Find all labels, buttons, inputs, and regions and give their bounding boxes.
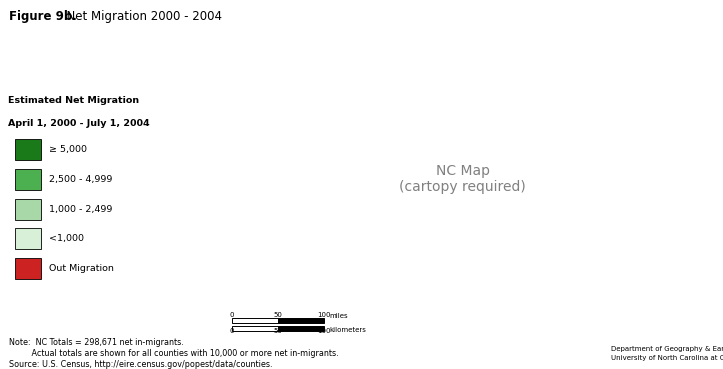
Bar <box>15 199 40 220</box>
Text: Actual totals are shown for all counties with 10,000 or more net in-migrants.: Actual totals are shown for all counties… <box>9 349 338 358</box>
Text: 50: 50 <box>273 312 282 318</box>
Text: Note:  NC Totals = 298,671 net in-migrants.: Note: NC Totals = 298,671 net in-migrant… <box>9 338 184 346</box>
Bar <box>15 228 40 249</box>
Bar <box>15 139 40 160</box>
Bar <box>231 326 278 331</box>
Text: Department of Geography & Earth Science: Department of Geography & Earth Science <box>611 346 723 352</box>
Bar <box>278 326 324 331</box>
Text: miles: miles <box>329 313 348 319</box>
Text: kilometers: kilometers <box>329 327 366 333</box>
Text: 2,500 - 4,999: 2,500 - 4,999 <box>48 175 112 184</box>
Bar <box>278 318 324 323</box>
Text: 50: 50 <box>273 328 282 334</box>
Bar <box>15 258 40 279</box>
Text: Source: U.S. Census, http://eire.census.gov/popest/data/counties.: Source: U.S. Census, http://eire.census.… <box>9 360 272 369</box>
Text: Out Migration: Out Migration <box>48 264 114 273</box>
Text: 0: 0 <box>229 312 234 318</box>
Text: University of North Carolina at Charlotte: University of North Carolina at Charlott… <box>611 355 723 361</box>
Text: 1,000 - 2,499: 1,000 - 2,499 <box>48 205 112 214</box>
Bar <box>15 169 40 190</box>
Text: NC Map
(cartopy required): NC Map (cartopy required) <box>399 164 526 194</box>
Text: 100: 100 <box>317 328 330 334</box>
Text: Figure 9b.: Figure 9b. <box>9 10 77 23</box>
Text: Estimated Net Migration: Estimated Net Migration <box>7 96 139 105</box>
Text: April 1, 2000 - July 1, 2004: April 1, 2000 - July 1, 2004 <box>7 119 149 128</box>
Text: <1,000: <1,000 <box>48 234 84 244</box>
Text: 0: 0 <box>229 328 234 334</box>
Text: Net Migration 2000 - 2004: Net Migration 2000 - 2004 <box>59 10 222 23</box>
Bar <box>231 318 278 323</box>
Text: ≥ 5,000: ≥ 5,000 <box>48 145 87 154</box>
Text: 100: 100 <box>317 312 330 318</box>
